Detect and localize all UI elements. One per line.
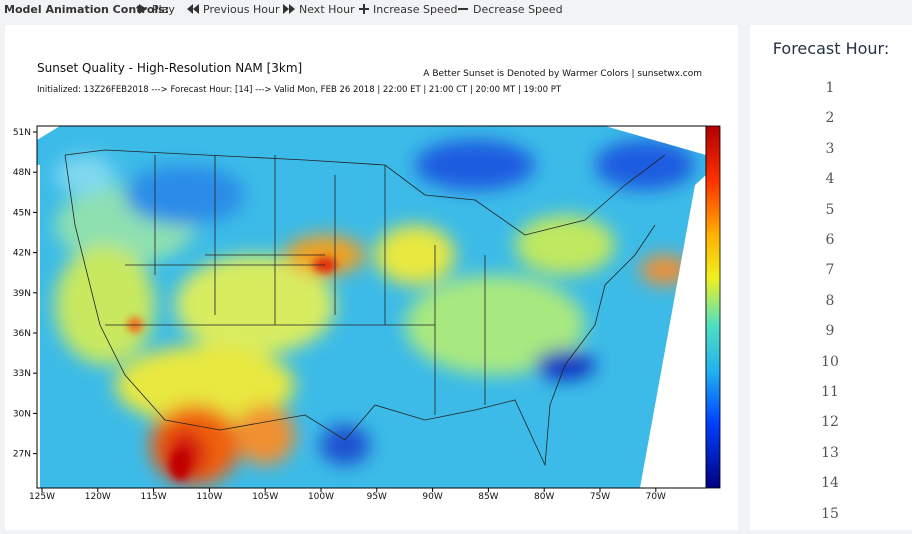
lat-label: 33N bbox=[13, 369, 31, 379]
map-panel: Sunset Quality - High-Resolution NAM [3k… bbox=[5, 25, 738, 530]
forecast-hour-option[interactable]: 8 bbox=[825, 292, 835, 309]
lon-label: 120W bbox=[85, 492, 111, 502]
previous-icon bbox=[187, 4, 199, 14]
lat-label: 48N bbox=[13, 168, 31, 178]
lon-label: 85W bbox=[478, 492, 498, 502]
forecast-hour-option[interactable]: 4 bbox=[825, 171, 835, 188]
lon-label: 115W bbox=[141, 492, 167, 502]
lat-label: 27N bbox=[13, 450, 31, 460]
increase-speed-button[interactable]: Increase Speed bbox=[373, 3, 458, 16]
next-hour-button[interactable]: Next Hour bbox=[299, 3, 355, 16]
lat-label: 36N bbox=[13, 329, 31, 339]
forecast-hour-option[interactable]: 14 bbox=[821, 475, 839, 492]
map-note: A Better Sunset is Denoted by Warmer Col… bbox=[423, 69, 702, 79]
next-icon bbox=[283, 4, 295, 14]
forecast-hour-option[interactable]: 6 bbox=[825, 232, 835, 248]
lon-label: 80W bbox=[534, 492, 554, 502]
lat-label: 39N bbox=[13, 289, 31, 299]
heatmap bbox=[37, 126, 706, 488]
sidebar-title: Forecast Hour: bbox=[772, 39, 890, 58]
map-title: Sunset Quality - High-Resolution NAM [3k… bbox=[37, 61, 302, 75]
lon-label: 95W bbox=[367, 492, 387, 502]
forecast-hour-option[interactable]: 11 bbox=[821, 384, 839, 400]
lat-label: 30N bbox=[13, 409, 31, 419]
toolbar: Model Animation Controls: Play Previous … bbox=[0, 0, 912, 20]
forecast-hour-option[interactable]: 9 bbox=[825, 323, 835, 340]
forecast-hour-option[interactable]: 13 bbox=[821, 444, 839, 461]
decrease-speed-button[interactable]: Decrease Speed bbox=[473, 3, 563, 16]
lat-label: 42N bbox=[13, 249, 31, 259]
forecast-hour-option[interactable]: 2 bbox=[825, 110, 835, 127]
colorbar bbox=[705, 125, 721, 489]
lat-label: 45N bbox=[13, 208, 31, 218]
borders bbox=[64, 149, 666, 467]
forecast-hour-option[interactable]: 10 bbox=[821, 353, 839, 370]
forecast-hour-option[interactable]: 15 bbox=[821, 505, 839, 522]
lon-label: 90W bbox=[422, 492, 442, 502]
lon-label: 75W bbox=[590, 492, 610, 502]
map-subtitle: Initialized: 13Z26FEB2018 ---> Forecast … bbox=[37, 85, 562, 95]
lon-label: 105W bbox=[252, 492, 278, 502]
sidebar: Forecast Hour: 1 2 3 4 5 6 7 8 9 10 11 12 13 14 15 bbox=[750, 25, 912, 530]
forecast-hour-option[interactable]: 7 bbox=[825, 262, 835, 279]
previous-hour-button[interactable]: Previous Hour bbox=[203, 3, 280, 16]
plus-icon bbox=[359, 4, 369, 14]
forecast-hour-option[interactable]: 5 bbox=[825, 201, 835, 218]
lon-label: 70W bbox=[646, 492, 666, 502]
toolbar-label: Model Animation Controls: bbox=[4, 3, 170, 16]
lon-label: 125W bbox=[29, 492, 55, 502]
forecast-hour-option[interactable]: 12 bbox=[821, 414, 839, 431]
map-figure: Sunset Quality - High-Resolution NAM [3k… bbox=[13, 61, 721, 502]
lon-label: 110W bbox=[196, 492, 222, 502]
play-button[interactable]: Play bbox=[152, 3, 175, 16]
minus-icon bbox=[458, 8, 468, 10]
lat-label: 51N bbox=[13, 128, 31, 138]
forecast-hour-option[interactable]: 3 bbox=[825, 140, 835, 157]
lon-label: 100W bbox=[308, 492, 334, 502]
play-icon bbox=[139, 4, 147, 14]
forecast-hour-option[interactable]: 1 bbox=[825, 80, 835, 96]
